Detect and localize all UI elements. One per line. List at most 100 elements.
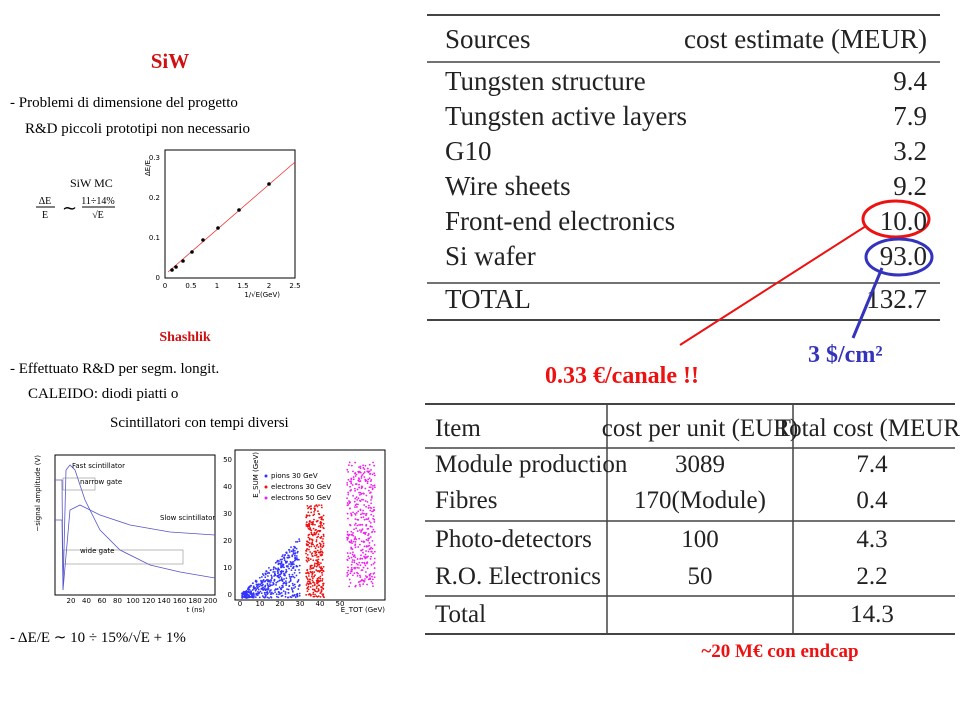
tick-label: 50 [336,600,345,608]
dot [280,571,282,574]
dot [355,512,358,514]
dot [350,566,353,569]
tick-label: 40 [316,600,325,608]
legend-label: electrons 30 GeV [271,483,331,491]
dot [280,588,283,591]
dot [364,578,366,580]
dot [365,514,367,517]
dot [281,555,283,558]
row-value: 7.9 [893,101,927,131]
dot [364,480,367,482]
dot [307,557,309,560]
dot [361,557,364,560]
dot [366,583,368,586]
dot [287,588,290,591]
dot [354,475,357,477]
dot [280,586,283,589]
row-label: Front-end electronics [445,206,675,236]
dot [294,546,296,549]
row-value: 9.4 [893,66,927,96]
point [216,226,220,230]
dot [266,572,269,575]
dot [367,507,370,509]
dot [315,539,318,541]
dot [276,559,279,562]
dot [359,585,362,587]
dot [309,520,311,522]
dot [286,588,288,591]
dot [372,552,374,555]
highlight-ellipse [861,199,931,239]
dot [347,517,349,520]
dot [305,521,308,523]
dot [319,524,322,527]
dot [321,578,324,580]
dot [359,523,362,526]
dot [283,574,286,576]
annotation: ~20 M€ con endcap [701,641,858,662]
dot [364,553,367,556]
dot [310,521,313,524]
dot [287,554,290,557]
dot [372,517,374,520]
dot [272,566,275,569]
dot [287,591,290,594]
dot [372,485,374,487]
dot [296,551,299,554]
dot [363,545,366,548]
dot [281,558,284,561]
dot [369,486,372,489]
row-label: Photo-detectors [435,526,592,553]
dot [316,564,319,567]
dot [269,593,272,595]
dot [292,567,295,569]
dot [315,559,317,562]
dot [278,586,281,589]
dot [361,561,364,564]
dot [348,540,351,543]
dot [291,594,294,597]
dot [310,529,313,532]
dot [293,576,296,579]
dot [373,518,376,521]
dot [260,592,263,595]
dot [258,596,261,599]
row-label: Si wafer [445,241,536,271]
dot [346,558,349,561]
dot [372,528,375,531]
dot [346,484,349,486]
dot [307,585,310,588]
dot [270,574,273,577]
dot [372,562,375,565]
dot [369,509,372,512]
dot [307,559,310,562]
dot [350,477,353,480]
dot [319,592,322,595]
dot [315,587,318,589]
dot [355,562,358,565]
dot [291,573,294,576]
formula: ΔE E ∼ 11÷14% √E [36,196,115,221]
dot [270,591,273,594]
dot [306,569,309,572]
dot [313,582,316,584]
dot [373,557,376,560]
dot [362,509,364,512]
dot [358,483,360,486]
dot [253,587,255,590]
table-2: Item cost per unit (EUR) Total cost (MEU… [425,403,960,635]
dot [307,511,310,514]
dot [353,487,356,490]
tick-label: 0 [238,600,242,608]
dot [318,516,321,519]
tick-label: 0.1 [149,234,160,242]
dot [298,568,300,571]
dot [359,564,362,567]
dot [358,583,361,586]
dot [316,505,319,508]
dot [370,513,373,516]
dot [290,587,293,589]
text-line: - Effettuato R&D per segm. longit. [10,361,219,377]
dot [310,575,313,578]
dot [306,553,309,556]
